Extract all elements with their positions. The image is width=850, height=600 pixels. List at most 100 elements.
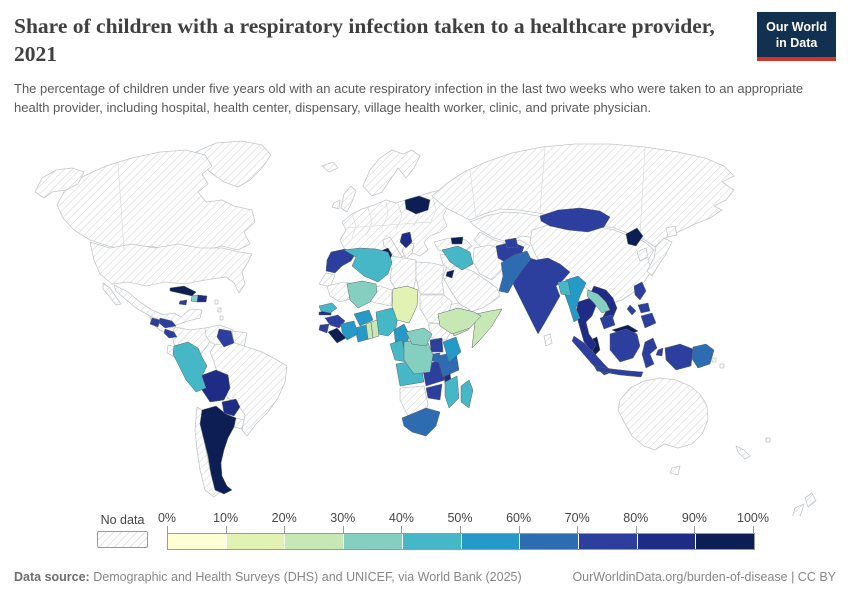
legend-band-60-70[interactable] (520, 534, 579, 549)
no-data-layer (34, 140, 817, 516)
country-madagascar[interactable] (460, 379, 474, 409)
region-ireland[interactable] (331, 199, 341, 210)
country-jordan[interactable] (445, 269, 455, 279)
legend-band-30-40[interactable] (344, 534, 403, 549)
legend-tick (225, 526, 227, 534)
country-uganda[interactable] (429, 337, 444, 353)
country-iraq[interactable] (441, 245, 474, 271)
country-southafrica[interactable] (401, 407, 441, 437)
legend-tick-label: 10% (213, 511, 239, 525)
legend-tick (694, 526, 696, 534)
legend-band-90-100[interactable] (696, 534, 755, 549)
region-unitedkingdom[interactable] (340, 185, 357, 213)
country-peru[interactable] (172, 341, 208, 393)
region-russia[interactable] (431, 143, 735, 248)
country-laos[interactable] (586, 289, 611, 314)
country-papuanewguinea[interactable] (691, 343, 715, 369)
country-paraguay[interactable] (221, 398, 241, 417)
country-benin[interactable] (370, 319, 380, 339)
region-greenland[interactable] (195, 140, 272, 188)
legend-tick (518, 526, 520, 534)
country-mozambique[interactable] (444, 375, 460, 409)
country-costarica[interactable] (163, 328, 178, 339)
country-serbia[interactable] (399, 231, 413, 249)
owid-logo[interactable]: Our World in Data (757, 12, 836, 61)
country-northkorea[interactable] (625, 227, 644, 247)
region-newzealand[interactable] (791, 492, 817, 516)
country-guatemala[interactable] (149, 317, 161, 328)
country-bolivia[interactable] (199, 369, 231, 403)
legend-tick-label: 60% (506, 511, 532, 525)
country-senegal[interactable] (318, 302, 338, 314)
page-title: Share of children with a respiratory inf… (14, 14, 715, 67)
legend-tick (577, 526, 579, 534)
legend-no-data-label: No data (100, 513, 145, 527)
region-scandinavia[interactable] (362, 149, 421, 197)
legend-color-bar[interactable] (167, 533, 755, 550)
region-australia[interactable] (617, 377, 709, 451)
country-cuba[interactable] (169, 285, 197, 297)
legend-band-50-60[interactable] (461, 534, 521, 549)
region-newcaledonia[interactable] (735, 445, 751, 460)
country-algeria[interactable] (343, 247, 393, 283)
country-philippines[interactable] (626, 281, 657, 329)
legend-band-0-10[interactable] (168, 534, 227, 549)
country-burkinafaso[interactable] (353, 309, 374, 327)
region-hokkaido[interactable] (665, 225, 678, 238)
region-pacificislands[interactable] (711, 357, 771, 443)
data-layer (149, 195, 715, 495)
country-cambodia[interactable] (599, 314, 616, 330)
country-india[interactable] (508, 255, 571, 335)
country-mongolia[interactable] (539, 207, 611, 233)
legend-no-data[interactable]: No data (97, 513, 148, 548)
region-iceland[interactable] (321, 161, 339, 173)
country-armenia[interactable] (450, 236, 464, 245)
region-srilanka[interactable] (543, 333, 553, 347)
legend-band-10-20[interactable] (226, 534, 286, 549)
region-unitedstates[interactable] (89, 241, 253, 294)
country-jamaica[interactable] (178, 299, 188, 306)
legend-tick (753, 526, 754, 534)
legend-tick (342, 526, 344, 534)
country-cotedivoire[interactable] (340, 320, 359, 341)
country-thailand[interactable] (575, 297, 597, 353)
country-dominicanrepublic[interactable] (196, 294, 208, 303)
country-sierraleone[interactable] (318, 323, 330, 334)
country-mali[interactable] (346, 280, 378, 309)
owid-link[interactable]: OurWorldinData.org/burden-of-disease | C… (572, 570, 836, 584)
legend-band-40-50[interactable] (402, 534, 462, 549)
country-somalia[interactable] (471, 308, 503, 349)
world-map[interactable] (0, 138, 850, 516)
region-mexico[interactable] (102, 282, 203, 326)
country-centralafricanrepublic[interactable] (405, 327, 433, 347)
region-egypt[interactable] (415, 261, 445, 295)
country-argentina[interactable] (199, 405, 237, 495)
country-indonesia[interactable] (571, 328, 694, 378)
country-haiti[interactable] (190, 294, 199, 303)
country-belarus[interactable] (404, 195, 431, 215)
country-guyana[interactable] (216, 328, 235, 348)
chart-header: Share of children with a respiratory inf… (14, 12, 836, 118)
interior-border (429, 194, 437, 225)
legend-tick (460, 526, 461, 534)
country-tajikistan[interactable] (504, 237, 519, 249)
region-alaska[interactable] (34, 167, 85, 199)
legend-band-70-80[interactable] (578, 534, 638, 549)
map-legend: No data 0% 10% 20% 30% 40% 50% 60% 70% 80% 90% 100… (0, 511, 850, 553)
region-saudiarabia[interactable] (442, 265, 501, 313)
region-caribbeanislands[interactable] (214, 299, 224, 321)
country-yemen[interactable] (437, 307, 482, 335)
interior-border (395, 203, 403, 231)
country-kenya[interactable] (442, 336, 462, 363)
legend-tick-label: 100% (737, 511, 769, 525)
region-southkorea[interactable] (636, 247, 649, 262)
legend-band-20-30[interactable] (285, 534, 345, 549)
country-bangladesh[interactable] (557, 280, 572, 297)
country-chad[interactable] (391, 285, 419, 324)
legend-band-80-90[interactable] (637, 534, 697, 549)
country-pakistan[interactable] (498, 250, 532, 294)
country-zimbabwe[interactable] (425, 383, 443, 401)
region-japan[interactable] (646, 237, 673, 277)
region-tasmania[interactable] (669, 465, 681, 476)
